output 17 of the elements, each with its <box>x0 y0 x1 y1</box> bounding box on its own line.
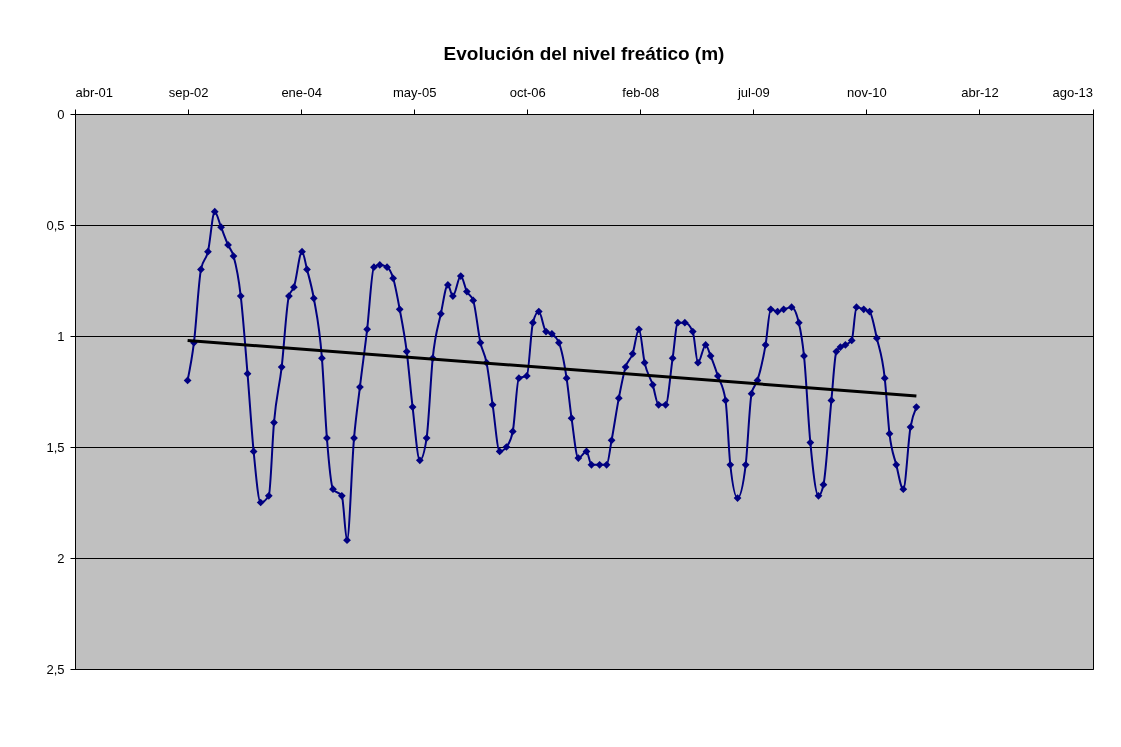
x-tick-label: jul-09 <box>736 84 770 100</box>
x-tick-label: feb-08 <box>622 84 660 100</box>
x-tick-label: ago-13 <box>1052 84 1094 100</box>
y-tick-label: 2,5 <box>46 661 65 677</box>
y-tick-label: 1,5 <box>46 439 65 455</box>
y-tick-label: 1 <box>57 328 65 344</box>
x-tick-label: may-05 <box>393 84 437 100</box>
x-tick-label: abr-01 <box>75 84 114 100</box>
x-tick-label: ene-04 <box>281 84 322 100</box>
y-tick-label: 0 <box>57 106 65 122</box>
x-tick-label: sep-02 <box>168 84 209 100</box>
y-tick-label: 2 <box>57 550 65 566</box>
y-tick-label: 0,5 <box>46 217 65 233</box>
x-tick-label: abr-12 <box>961 84 999 100</box>
chart-title: Evolución del nivel freático (m) <box>443 43 725 64</box>
x-tick-label: nov-10 <box>847 84 887 100</box>
x-tick-label: oct-06 <box>509 84 546 100</box>
